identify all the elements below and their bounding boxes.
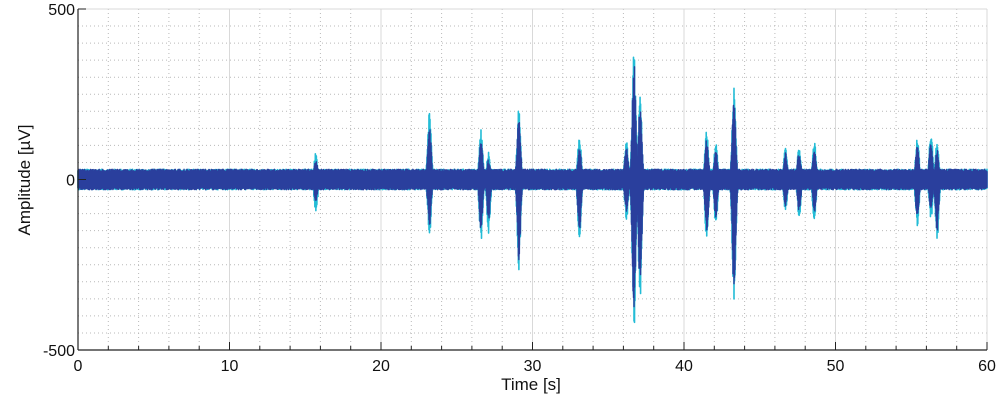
axes	[77, 8, 988, 351]
x-tick-label: 40	[675, 358, 693, 375]
x-tick-label: 10	[221, 358, 239, 375]
y-tick-label: 0	[66, 173, 75, 190]
x-axis-label: Time [s]	[501, 375, 561, 394]
y-axis-label: Amplitude [µV]	[15, 125, 34, 236]
signal-traces	[77, 56, 988, 324]
y-tick-label: -500	[43, 343, 75, 360]
x-tick-label: 50	[827, 358, 845, 375]
x-tick-label: 20	[372, 358, 390, 375]
y-tick-label: 500	[48, 2, 75, 19]
x-tick-label: 0	[74, 358, 83, 375]
x-tick-label: 60	[978, 358, 996, 375]
x-tick-label: 30	[524, 358, 542, 375]
signal-series-2	[77, 66, 988, 308]
